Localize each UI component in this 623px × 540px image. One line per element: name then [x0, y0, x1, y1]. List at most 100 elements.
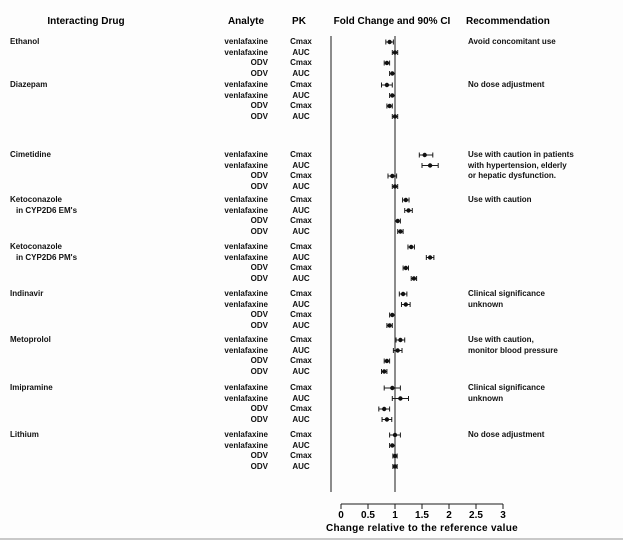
drug-label: Metoprolol: [10, 335, 51, 344]
analyte-label: ODV: [250, 263, 268, 272]
data-point: [422, 152, 427, 158]
pk-label: Cmax: [290, 383, 312, 392]
pk-label: Cmax: [290, 289, 312, 298]
analyte-label: ODV: [250, 226, 268, 236]
data-point: [392, 453, 398, 459]
pk-label: AUC: [292, 345, 310, 355]
pk-label: Cmax: [290, 171, 312, 180]
recommendation-text: Clinical significance: [468, 383, 545, 392]
drug-label: Ketoconazole: [10, 195, 63, 204]
column-header-pk: PK: [292, 16, 306, 27]
pk-label: AUC: [292, 111, 310, 121]
data-point: [427, 255, 433, 260]
data-point: [392, 184, 398, 189]
data-point: [411, 276, 417, 281]
analyte-label: venlafaxine: [224, 205, 268, 215]
pk-label: Cmax: [290, 356, 312, 365]
data-point: [390, 173, 395, 179]
axis-tick-label: 2.5: [469, 510, 483, 521]
drug-label: Imipramine: [10, 383, 53, 392]
recommendation-text: Avoid concomitant use: [468, 37, 556, 46]
analyte-label: ODV: [250, 171, 268, 180]
pk-label: Cmax: [290, 80, 312, 89]
data-point: [384, 358, 390, 364]
pk-label: Cmax: [290, 430, 312, 439]
pk-label: Cmax: [290, 37, 312, 46]
drug-label: Indinavir: [10, 289, 44, 298]
pk-label: AUC: [292, 461, 310, 471]
recommendation-text: or hepatic dysfunction.: [468, 171, 557, 180]
pk-label: AUC: [292, 393, 310, 403]
data-point: [398, 337, 403, 343]
data-point: [409, 244, 414, 250]
recommendation-text: Use with caution in patients: [468, 150, 574, 159]
data-point: [387, 103, 392, 109]
analyte-label: venlafaxine: [224, 440, 268, 450]
analyte-label: ODV: [250, 68, 268, 78]
analyte-label: ODV: [250, 310, 268, 319]
drug-label: Cimetidine: [10, 150, 51, 159]
analyte-label: venlafaxine: [224, 90, 268, 100]
recommendation-text: No dose adjustment: [468, 430, 545, 439]
analyte-label: ODV: [250, 101, 268, 110]
analyte-label: ODV: [250, 273, 268, 283]
pk-label: Cmax: [290, 263, 312, 272]
data-point: [382, 406, 387, 412]
data-point: [384, 60, 390, 66]
analyte-label: ODV: [250, 451, 268, 460]
analyte-label: venlafaxine: [224, 430, 268, 439]
analyte-label: ODV: [250, 461, 268, 471]
column-header-analyte: Analyte: [227, 16, 265, 27]
data-point: [390, 93, 395, 98]
data-point: [427, 163, 433, 168]
analyte-label: ODV: [250, 111, 268, 121]
column-header-interacting-drug: Interacting Drug: [47, 16, 125, 27]
pk-label: AUC: [292, 181, 310, 191]
pk-label: AUC: [292, 90, 310, 100]
pk-label: Cmax: [290, 335, 312, 344]
drug-label: in CYP2D6 EM's: [16, 205, 78, 215]
recommendation-text: Use with caution: [468, 195, 532, 204]
pk-label: Cmax: [290, 310, 312, 319]
drug-label: Ethanol: [10, 37, 40, 46]
pk-label: Cmax: [290, 404, 312, 413]
data-point: [392, 464, 398, 469]
pk-label: Cmax: [290, 451, 312, 460]
pk-label: AUC: [292, 273, 310, 283]
data-point: [403, 197, 408, 203]
analyte-label: ODV: [250, 58, 268, 67]
axis-tick-label: 2: [446, 510, 452, 521]
recommendation-text: Clinical significance: [468, 289, 545, 298]
analyte-label: venlafaxine: [224, 37, 268, 46]
pk-label: AUC: [292, 440, 310, 450]
axis-tick-label: 0.5: [361, 510, 375, 521]
pk-label: AUC: [292, 205, 310, 215]
data-point: [398, 396, 403, 401]
analyte-label: ODV: [250, 404, 268, 413]
recommendation-text: unknown: [468, 393, 504, 403]
analyte-label: venlafaxine: [224, 150, 268, 159]
recommendation-text: with hypertension, elderly: [468, 160, 567, 170]
recommendation-text: No dose adjustment: [468, 80, 545, 89]
data-point: [403, 265, 408, 271]
axis-tick-label: 0: [338, 510, 344, 521]
pk-label: AUC: [292, 68, 310, 78]
pk-label: AUC: [292, 366, 310, 376]
analyte-label: ODV: [250, 414, 268, 424]
data-point: [398, 229, 403, 234]
recommendation-text: Use with caution,: [468, 335, 534, 344]
pk-label: Cmax: [290, 101, 312, 110]
axis-tick-label: 1: [392, 510, 398, 521]
analyte-label: venlafaxine: [224, 252, 268, 262]
analyte-label: venlafaxine: [224, 195, 268, 204]
drug-label: Lithium: [10, 430, 39, 439]
pk-label: AUC: [292, 414, 310, 424]
x-axis-title: Change relative to the reference value: [325, 523, 519, 534]
axis-tick-label: 3: [500, 510, 506, 521]
pk-label: AUC: [292, 47, 310, 57]
pk-label: Cmax: [290, 242, 312, 251]
recommendation-text: unknown: [468, 299, 504, 309]
recommendation-text: monitor blood pressure: [468, 345, 558, 355]
column-header-fold-change: Fold Change and 90% CI: [333, 16, 451, 27]
